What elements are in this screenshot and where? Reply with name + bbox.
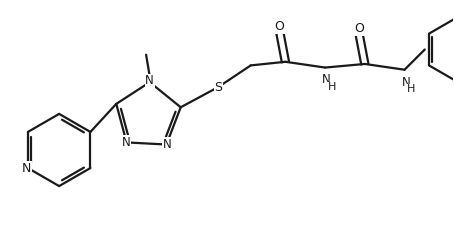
Text: O: O	[354, 22, 364, 35]
Text: O: O	[275, 20, 285, 33]
Text: N: N	[145, 74, 154, 87]
Text: N: N	[122, 136, 130, 149]
Text: H: H	[327, 82, 336, 92]
Text: S: S	[214, 81, 222, 94]
Text: H: H	[407, 84, 415, 94]
Text: N: N	[22, 161, 31, 175]
Text: N: N	[163, 138, 172, 151]
Text: N: N	[322, 73, 331, 86]
Text: N: N	[402, 75, 410, 89]
